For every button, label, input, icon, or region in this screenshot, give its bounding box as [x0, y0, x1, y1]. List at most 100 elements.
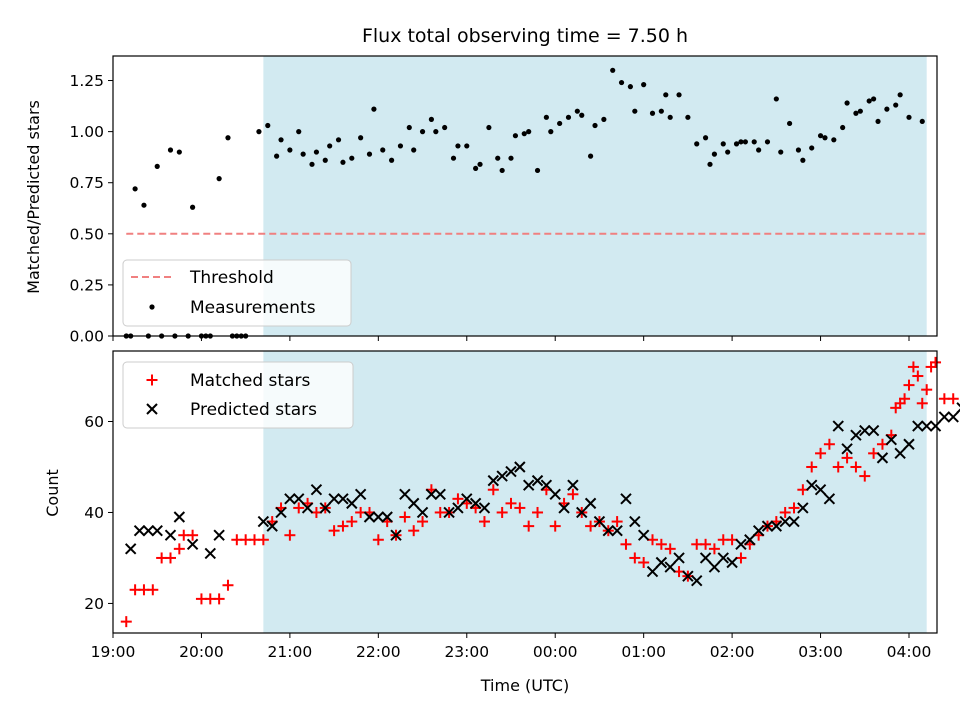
measurement-point — [296, 129, 302, 135]
measurement-point — [464, 143, 470, 149]
predicted-star-point — [744, 534, 756, 546]
y-tick-label: 0.50 — [69, 225, 104, 243]
measurement-point — [601, 116, 607, 122]
measurement-point — [512, 133, 519, 139]
measurement-point — [349, 155, 355, 161]
measurement-point — [278, 137, 284, 143]
matched-star-point — [907, 361, 919, 373]
matched-star-point — [164, 552, 176, 564]
measurement-point — [450, 155, 457, 161]
measurement-point — [857, 108, 863, 114]
x-tick-label: 03:00 — [798, 643, 843, 661]
predicted-star-point — [301, 502, 314, 514]
matched-star-point — [903, 379, 915, 391]
measurement-point — [433, 129, 439, 135]
measurement-point — [477, 161, 483, 167]
predicted-star-point — [275, 506, 287, 519]
predicted-star-point — [443, 506, 455, 519]
predicted-star-point — [576, 506, 588, 519]
predicted-star-point — [912, 420, 924, 432]
measurement-point — [380, 147, 386, 153]
x-tick-label: 23:00 — [444, 643, 489, 661]
measurement-point — [906, 114, 912, 120]
matched-star-point — [549, 520, 561, 532]
matched-star-point — [257, 534, 269, 546]
predicted-star-point — [399, 488, 411, 500]
predicted-star-point — [354, 488, 367, 500]
predicted-star-point — [947, 411, 959, 423]
predicted-star-point — [735, 538, 747, 551]
predicted-star-point — [319, 502, 331, 514]
y-tick-label: 1.25 — [69, 72, 104, 90]
predicted-star-point — [814, 484, 827, 496]
matched-star-point — [514, 502, 526, 514]
measurement-point — [702, 135, 709, 141]
measurement-point — [565, 114, 572, 120]
matched-star-point — [187, 529, 199, 541]
measurement-point — [875, 118, 881, 125]
count-panel: 19:00 20:00 21:00 22:00 23:00 00:00 01:00 02:00… — [84, 350, 960, 661]
measurement-point — [176, 149, 182, 155]
predicted-star-point — [673, 552, 685, 564]
measurement-point — [738, 139, 744, 145]
legend-threshold-label: Threshold — [189, 268, 274, 288]
x-tick-label: 00:00 — [533, 643, 578, 661]
predicted-star-point — [788, 515, 800, 528]
predicted-star-point — [293, 493, 305, 505]
matched-star-point — [664, 543, 676, 555]
predicted-star-point — [620, 493, 632, 505]
matched-star-point — [222, 579, 234, 591]
predicted-star-point — [717, 552, 729, 564]
measurement-point — [866, 98, 872, 104]
matched-star-point — [496, 506, 508, 518]
predicted-star-point — [496, 470, 508, 482]
predicted-star-point — [682, 570, 694, 582]
measurement-point — [411, 147, 417, 153]
measurement-point — [764, 139, 771, 145]
legend-measurement-label: Measurements — [190, 298, 316, 318]
matched-star-point — [147, 584, 159, 596]
matched-star-point — [452, 493, 464, 505]
legend-box — [122, 259, 352, 327]
predicted-star-point — [841, 443, 853, 455]
measurement-point — [406, 124, 412, 131]
predicted-star-point — [284, 493, 296, 505]
measurement-point — [322, 157, 328, 163]
measurement-point — [225, 135, 231, 141]
measurement-point — [189, 204, 196, 210]
predicted-star-point — [938, 411, 951, 423]
predicted-star-point — [708, 561, 721, 573]
measurement-point — [508, 155, 514, 161]
measurement-point — [809, 145, 815, 151]
matched-star-point — [284, 529, 296, 541]
matched-star-point — [912, 370, 924, 382]
measurement-point — [831, 137, 837, 143]
matched-star-point — [708, 543, 720, 555]
measurement-point — [216, 176, 222, 182]
measurement-point — [871, 96, 877, 102]
measurement-point — [442, 124, 448, 131]
measurement-point — [795, 147, 802, 153]
measurement-point — [371, 106, 377, 112]
matched-star-point — [779, 506, 791, 518]
measurement-point — [632, 108, 638, 114]
measurement-point — [366, 151, 373, 157]
predicted-star-point — [425, 488, 438, 500]
matched-star-point — [638, 557, 650, 568]
measurement-point — [658, 108, 664, 114]
measurement-point — [167, 147, 174, 153]
x-tick-label: 20:00 — [179, 643, 224, 661]
measurement-point — [649, 110, 656, 116]
measurement-point — [428, 116, 434, 122]
measurement-point — [618, 79, 625, 86]
measurement-point — [521, 131, 527, 137]
x-axis-label: Time (UTC) — [480, 676, 569, 695]
matched-star-point — [523, 520, 535, 532]
matched-star-point — [823, 438, 835, 450]
predicted-star-point — [549, 488, 561, 500]
predicted-star-point — [726, 556, 738, 569]
matched-star-point — [700, 538, 712, 550]
predicted-star-point — [859, 424, 871, 437]
predicted-star-point — [124, 543, 137, 555]
predicted-star-point — [416, 506, 429, 519]
